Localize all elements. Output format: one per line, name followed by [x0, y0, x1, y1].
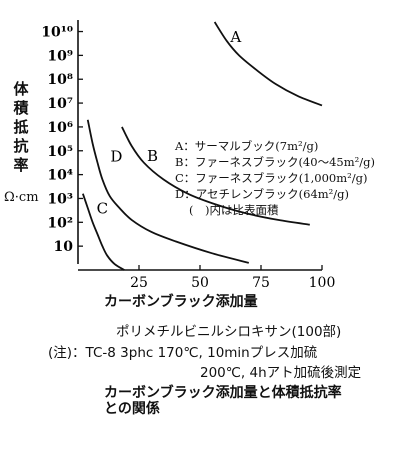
y-tick-label: 10¹⁰ — [41, 25, 73, 41]
y-tick-label: 10 — [54, 239, 74, 255]
series-line-b — [121, 126, 310, 226]
series-line-a — [213, 21, 323, 107]
note-line-2: (注)：TC-8 3phc 170℃, 10minプレス加硫 — [48, 345, 318, 361]
series-line-c — [82, 193, 125, 271]
note-line-1: ポリメチルビニルシロキサン(100部) — [116, 324, 342, 340]
legend-item-b: B：ファーネスブラック(40～45m²/g) — [175, 155, 375, 169]
note-line-3: 200℃, 4hアト加硫後測定 — [200, 365, 362, 381]
caption-line-1: カーボンブラック添加量と体積抵抗率 — [104, 385, 342, 401]
y-axis-label-char: 体 — [13, 80, 29, 98]
y-axis-label-char: 率 — [13, 156, 29, 174]
y-axis-unit: Ω·cm — [4, 190, 39, 205]
y-tick-label: 10³ — [47, 191, 73, 207]
series-label-a: A — [229, 28, 241, 46]
caption-line-2: との関係 — [104, 401, 160, 417]
x-tick-label: 50 — [191, 275, 209, 291]
x-axis-label: カーボンブラック添加量 — [104, 294, 258, 310]
x-tick-label: 75 — [252, 275, 270, 291]
y-tick-label: 10⁷ — [47, 96, 73, 112]
figure-caption: カーボンブラック添加量と体積抵抗率 との関係 — [104, 385, 342, 417]
series-label-d: D — [110, 148, 122, 166]
x-tick-label: 100 — [309, 275, 336, 291]
y-tick-label: 10⁴ — [47, 168, 73, 184]
y-axis-label-char: 抗 — [13, 137, 29, 155]
y-tick-label: 10⁹ — [47, 48, 73, 64]
legend: A：サーマルブック(7m²/g) B：ファーネスブラック(40～45m²/g) … — [175, 138, 375, 218]
y-tick-label: 10⁶ — [47, 120, 73, 136]
y-axis-label-char: 抵 — [13, 118, 29, 136]
series-label-b: B — [147, 147, 158, 165]
series-label-c: C — [97, 200, 108, 218]
chart-curves — [82, 21, 323, 271]
legend-item-a: A：サーマルブック(7m²/g) — [175, 139, 319, 153]
y-tick-label: 10⁸ — [47, 72, 73, 88]
y-tick-label: 10⁵ — [47, 144, 73, 160]
chart-labels: 10 10² 10³ 10⁴ 10⁵ 10⁶ 10⁷ 10⁸ 10⁹ 10¹⁰ 25 50 75 100 A… — [41, 25, 335, 291]
legend-item-d: D：アセチレンブラック(64m²/g) — [175, 187, 350, 201]
y-tick-label: 10² — [47, 215, 73, 231]
x-tick-label: 25 — [130, 275, 148, 291]
y-axis-label-char: 積 — [13, 99, 29, 117]
chart-axes — [77, 20, 323, 271]
legend-item-c: C：ファーネスブラック(1,000m²/g) — [175, 171, 368, 185]
series-line-d — [86, 119, 250, 264]
y-axis-label: 体 積 抵 抗 率 — [10, 80, 32, 175]
legend-note: ( )内は比表面積 — [189, 203, 279, 217]
